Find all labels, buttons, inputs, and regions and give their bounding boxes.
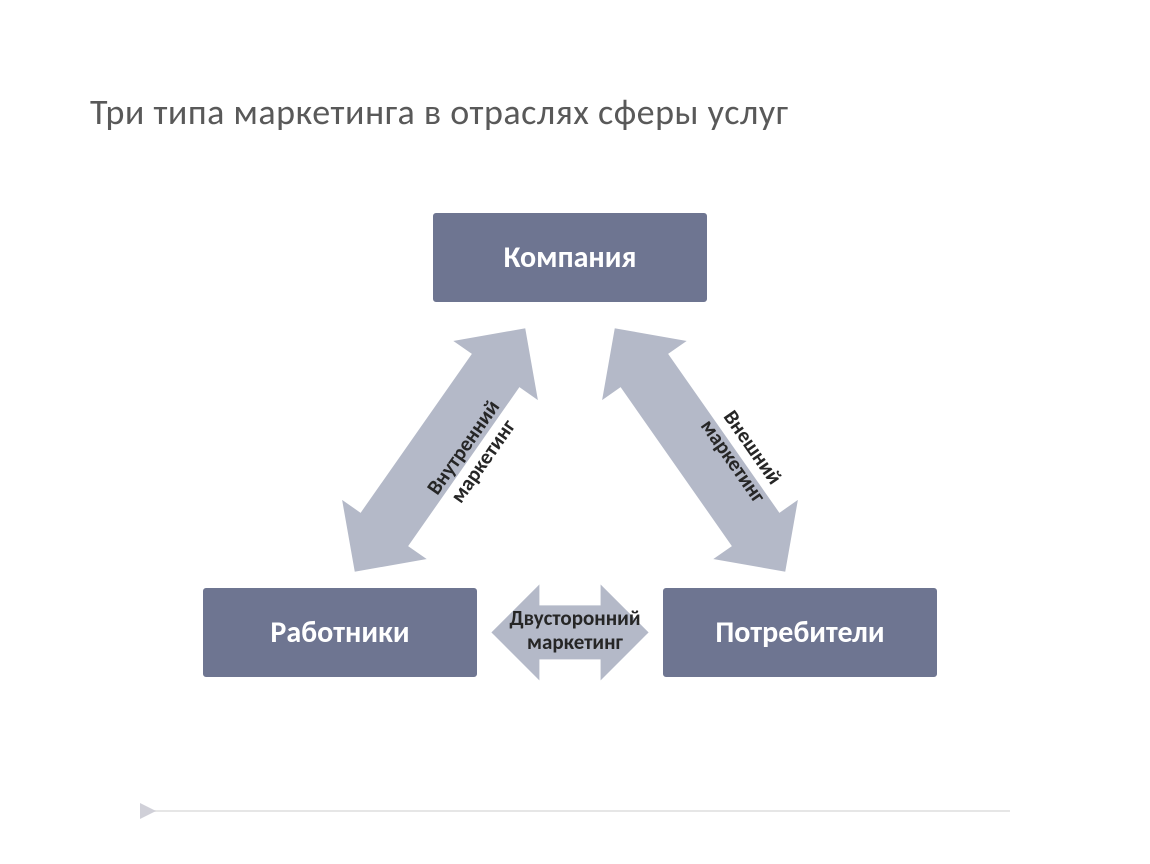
label-bilateral-marketing: Двусторонний маркетинг	[500, 606, 650, 654]
node-company-label: Компания	[504, 239, 637, 276]
node-workers-label: Работники	[270, 614, 409, 651]
arrow-internal	[310, 296, 571, 604]
slide-title: Три типа маркетинга в отраслях сферы усл…	[90, 90, 789, 134]
footer-rule	[140, 810, 1010, 812]
label-bilateral-line2: маркетинг	[527, 629, 623, 655]
footer-rule-marker-icon	[140, 803, 156, 819]
node-workers: Работники	[200, 585, 480, 680]
node-consumers-label: Потребители	[715, 614, 884, 651]
arrow-external	[570, 296, 831, 604]
label-bilateral-line1: Двусторонний	[509, 605, 640, 631]
node-company: Компания	[430, 210, 710, 305]
node-consumers: Потребители	[660, 585, 940, 680]
slide: Три типа маркетинга в отраслях сферы усл…	[0, 0, 1150, 864]
